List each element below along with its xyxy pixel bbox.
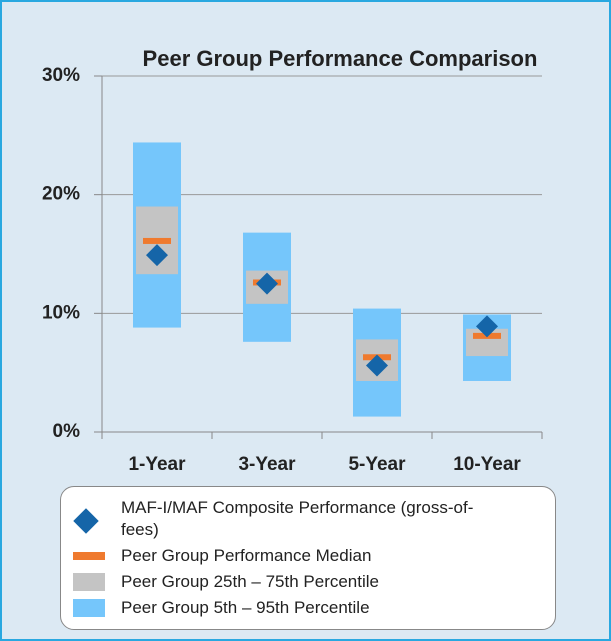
chart-title: Peer Group Performance Comparison [143,46,538,71]
legend-swatch [73,599,105,617]
x-tick-label: 10-Year [453,454,521,475]
legend-label: Peer Group 5th – 95th Percentile [121,598,370,617]
legend-label: Peer Group Performance Median [121,546,372,565]
composite-marker [366,354,388,377]
legend-swatch [73,573,105,591]
legend-label: MAF-I/MAF Composite Performance (gross-o… [121,498,474,539]
x-tick-label: 5-Year [348,454,406,475]
y-tick-label: 10% [42,302,80,323]
legend-item: Peer Group 25th – 75th Percentile [73,571,521,593]
y-tick-label: 20% [42,184,80,205]
legend-label: Peer Group 25th – 75th Percentile [121,572,379,591]
y-tick-label: 0% [53,421,81,442]
median-mark [143,237,171,244]
legend-swatch [73,552,105,560]
legend-item: MAF-I/MAF Composite Performance (gross-o… [73,497,501,541]
composite-marker [146,244,168,267]
x-tick-label: 1-Year [128,454,186,475]
y-tick-label: 30% [42,65,80,86]
composite-marker [256,272,278,295]
legend-item: Peer Group Performance Median [73,545,521,567]
x-tick-label: 3-Year [238,454,296,475]
legend-swatch [73,508,99,534]
composite-marker [476,315,498,338]
legend: MAF-I/MAF Composite Performance (gross-o… [60,486,556,630]
legend-item: Peer Group 5th – 95th Percentile [73,597,521,619]
